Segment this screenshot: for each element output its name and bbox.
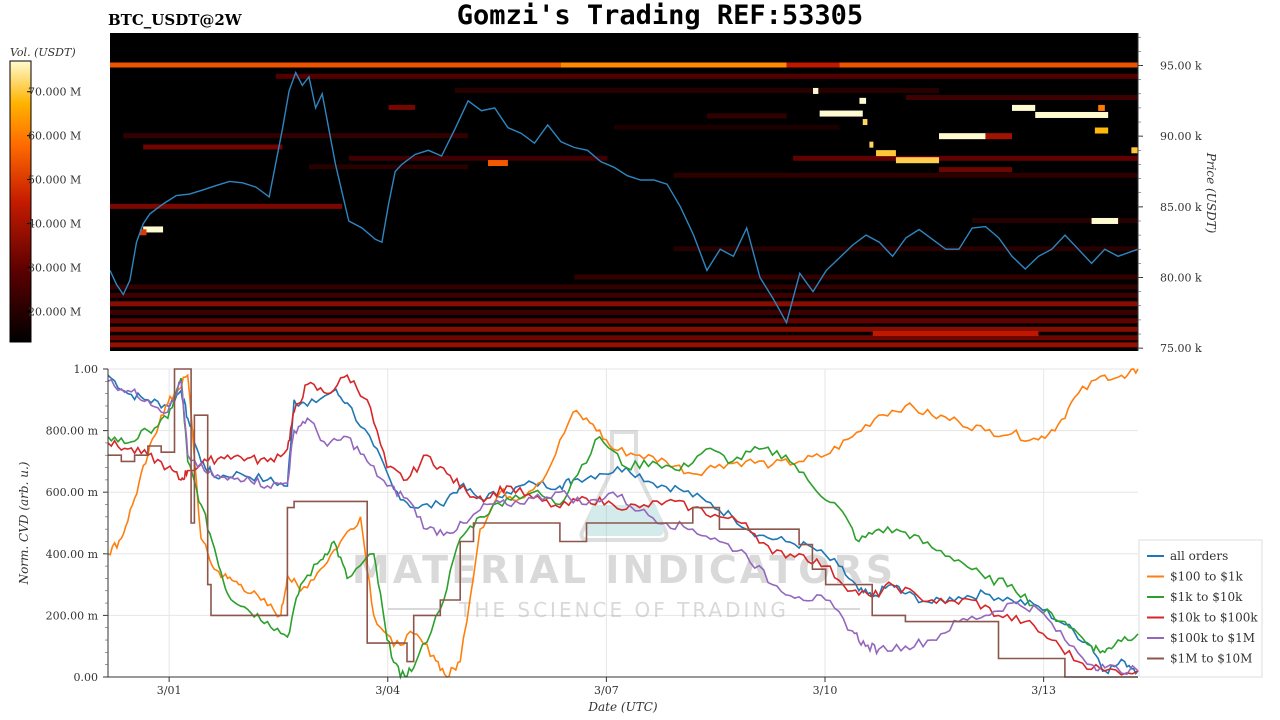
order-cell <box>1094 127 1109 134</box>
liquidity-band <box>560 62 787 68</box>
order-cell <box>985 133 1012 140</box>
cvd-panel: MATERIAL INDICATORS THE SCIENCE OF TRADI… <box>17 363 1263 714</box>
liquidity-band <box>673 172 1138 178</box>
colorbar-tick-label: 40.000 M <box>28 217 81 230</box>
order-cell <box>1035 111 1109 118</box>
order-cell <box>862 119 868 126</box>
colorbar-tick-label: 30.000 M <box>28 261 81 274</box>
watermark-subtitle: THE SCIENCE OF TRADING <box>458 598 789 622</box>
order-cell <box>1098 104 1105 111</box>
y-tick-label: 1.00 <box>74 363 99 376</box>
x-tick-label: 3/04 <box>375 684 400 697</box>
liquidity-band <box>123 133 469 139</box>
liquidity-band <box>905 95 1138 101</box>
price-line <box>110 70 1138 325</box>
liquidity-band <box>275 73 1138 79</box>
legend-label: $1k to $10k <box>1170 590 1243 604</box>
heatmap-panel: 75.00 k 80.00 k 85.00 k 90.00 k 95.00 k Pric… <box>110 33 1218 355</box>
y-tick-label: 200.00 m <box>46 609 99 622</box>
flask-liquid-icon <box>585 505 664 536</box>
liquidity-band <box>454 87 940 93</box>
colorbar-gradient <box>9 60 32 343</box>
legend-label: all orders <box>1170 549 1228 563</box>
x-tick-label: 3/07 <box>594 684 619 697</box>
legend-box <box>1138 539 1263 678</box>
legend-label: $100k to $1M <box>1170 631 1255 645</box>
liquidity-band <box>110 301 1138 307</box>
liquidity-band <box>348 155 608 161</box>
flask-icon <box>579 430 669 542</box>
order-cell <box>1091 217 1119 224</box>
price-tick-label: 90.00 k <box>1160 130 1202 143</box>
y-tick-label: 0.00 <box>74 671 99 684</box>
colorbar-label: Vol. (USDT) <box>10 46 76 59</box>
colorbar-tick-label: 20.000 M <box>28 305 81 318</box>
x-tick-label: 3/01 <box>157 684 182 697</box>
liquidity-band <box>574 274 1138 280</box>
colorbar-tick-label: 50.000 M <box>28 174 81 187</box>
order-cell <box>488 160 508 167</box>
legend: all orders $100 to $1k $1k to $10k $10k to … <box>1138 539 1263 678</box>
price-axis-label: Price (USDT) <box>1204 152 1218 234</box>
legend-label: $1M to $10M <box>1170 652 1252 666</box>
liquidity-band <box>143 144 283 150</box>
liquidity-band <box>793 155 1138 161</box>
liquidity-band <box>786 62 840 68</box>
liquidity-band <box>308 164 469 170</box>
y-tick-label: 400.00 m <box>46 548 99 561</box>
order-cell <box>869 141 874 148</box>
price-tick-label: 85.00 k <box>1160 201 1202 214</box>
colorbar-tick-label: 70.000 M <box>28 86 81 99</box>
liquidity-band <box>614 124 840 130</box>
liquidity-band <box>939 167 1012 173</box>
y-axis-label: Norm. CVD (arb. u.) <box>17 461 31 585</box>
order-cell <box>876 150 896 157</box>
liquidity-band <box>388 104 416 110</box>
liquidity-band <box>972 217 1138 223</box>
liquidity-band <box>110 342 1138 348</box>
liquidity-band <box>110 326 1138 332</box>
series-line--1m-to-10m <box>108 368 1138 678</box>
chart-title: Gomzi's Trading REF:53305 <box>457 0 863 31</box>
series-line--100k-to-1m <box>107 378 1139 676</box>
price-tick-label: 75.00 k <box>1160 342 1202 355</box>
liquidity-band <box>110 203 343 209</box>
x-axis-label: Date (UTC) <box>587 700 657 714</box>
colorbar: Vol. (USDT) 20.000 M 30.000 M 40.000 M 50.0… <box>9 46 81 343</box>
y-tick-label: 800.00 m <box>46 425 99 438</box>
legend-label: $100 to $1k <box>1170 570 1243 584</box>
order-cell <box>859 97 867 104</box>
liquidity-band <box>110 284 1138 290</box>
symbol-label: BTC_USDT@2W <box>108 11 243 29</box>
order-cell <box>143 226 164 233</box>
order-cell <box>1011 104 1036 111</box>
y-tick-label: 600.00 m <box>46 486 99 499</box>
liquidity-band <box>872 331 1039 337</box>
series-line--1k-to-10k <box>107 377 1139 680</box>
liquidity-band <box>110 318 1138 324</box>
heatmap-background <box>110 33 1138 351</box>
liquidity-band <box>110 292 1138 298</box>
order-cell <box>895 157 940 164</box>
price-tick-label: 80.00 k <box>1160 272 1202 285</box>
order-cell <box>819 110 863 117</box>
liquidity-band <box>706 113 787 119</box>
x-tick-label: 3/10 <box>813 684 838 697</box>
order-cell <box>813 87 819 94</box>
liquidity-band <box>673 246 1138 252</box>
liquidity-band <box>110 335 1138 341</box>
x-tick-label: 3/13 <box>1031 684 1056 697</box>
price-tick-label: 95.00 k <box>1160 60 1202 73</box>
series-line--100-to-1k <box>107 368 1139 678</box>
colorbar-tick-label: 60.000 M <box>28 130 81 143</box>
order-cell <box>1131 147 1138 154</box>
order-cell <box>139 229 147 236</box>
order-cell <box>939 133 986 140</box>
legend-label: $10k to $100k <box>1170 611 1258 625</box>
liquidity-band <box>110 309 1138 315</box>
